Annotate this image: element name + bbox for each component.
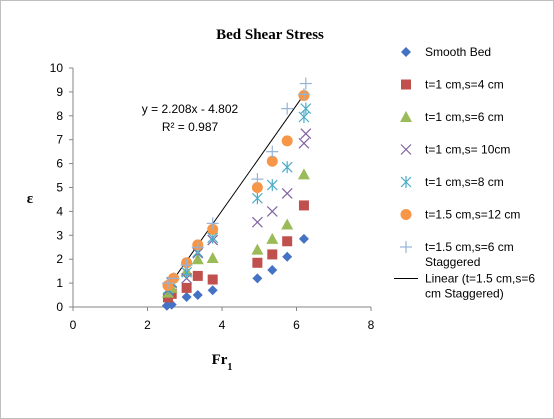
y-tick-label: 8 <box>56 109 63 123</box>
x-tick-label: 6 <box>293 318 300 332</box>
data-point-2-3 <box>191 253 204 265</box>
y-tick-label: 3 <box>56 228 63 242</box>
data-point-0-3 <box>192 290 203 301</box>
data-point-2-6 <box>266 232 279 244</box>
legend-marker-4 <box>400 176 412 188</box>
legend-label-trendline: Linear (t=1.5 cm,s=6 cm Staggered) <box>425 272 535 301</box>
trendline <box>167 91 307 288</box>
trendline-r-squared: R² = 0.987 <box>162 120 219 134</box>
legend-label-0: Smooth Bed <box>425 45 491 59</box>
y-tick-label: 2 <box>56 252 63 266</box>
data-point-6-0 <box>161 277 174 290</box>
y-tick-label: 6 <box>56 157 63 171</box>
legend-marker-2 <box>400 111 412 122</box>
data-point-2-5 <box>251 243 264 255</box>
data-point-4-8 <box>298 110 310 123</box>
y-tick-label: 7 <box>56 133 63 147</box>
x-axis-title-subscript: 1 <box>227 362 232 373</box>
legend-marker-6 <box>400 241 412 253</box>
data-point-6-5 <box>251 173 264 186</box>
legend-label-2: t=1 cm,s=6 cm <box>425 110 504 124</box>
data-point-4-9 <box>300 102 312 115</box>
legend-label-6: t=1.5 cm,s=6 cm Staggered <box>425 240 514 269</box>
data-point-0-5 <box>252 273 263 284</box>
legend: Smooth Bed t=1 cm,s=4 cm t=1 cm,s=6 cm t=1 … <box>394 45 535 301</box>
data-point-6-2 <box>180 259 193 272</box>
legend-label-3: t=1 cm,s= 10cm <box>425 143 510 157</box>
data-point-0-4 <box>207 285 218 296</box>
data-point-1-3 <box>192 270 203 281</box>
data-point-1-4 <box>207 274 218 285</box>
data-point-5-5 <box>251 182 263 193</box>
data-point-5-6 <box>266 155 278 167</box>
data-point-0-7 <box>282 251 293 262</box>
y-tick-label: 9 <box>56 85 63 99</box>
y-axis-title: ε <box>27 191 34 207</box>
data-point-3-6 <box>266 205 278 217</box>
data-point-1-5 <box>252 257 263 268</box>
data-marks <box>161 77 312 311</box>
y-tick-label: 10 <box>50 61 64 75</box>
x-tick-label: 2 <box>144 318 151 332</box>
data-point-2-4 <box>206 252 219 264</box>
data-point-5-7 <box>281 135 293 147</box>
data-point-3-5 <box>251 216 263 228</box>
data-point-6-8 <box>297 88 310 101</box>
data-point-3-9 <box>300 128 312 140</box>
data-point-3-8 <box>298 137 310 149</box>
y-tick-label: 1 <box>56 276 63 290</box>
data-point-6-9 <box>299 77 312 90</box>
data-point-4-7 <box>281 161 293 174</box>
trendline-equation: y = 2.208x - 4.802 <box>142 102 239 116</box>
data-point-1-6 <box>267 249 278 260</box>
legend-label-1: t=1 cm,s=4 cm <box>425 78 504 92</box>
data-point-1-7 <box>282 236 293 247</box>
data-point-0-8 <box>298 233 309 244</box>
data-point-2-8 <box>297 168 310 180</box>
legend-marker-0 <box>401 47 411 57</box>
data-point-4-6 <box>266 179 278 192</box>
data-point-6-3 <box>191 241 204 254</box>
data-point-3-7 <box>281 188 293 199</box>
data-point-6-6 <box>266 145 279 158</box>
legend-label-5: t=1.5 cm,s=12 cm <box>425 208 520 222</box>
data-point-0-2 <box>181 291 192 302</box>
legend-label-4: t=1 cm,s=8 cm <box>425 175 504 189</box>
y-tick-label: 5 <box>56 181 63 195</box>
x-tick-label: 4 <box>219 318 226 332</box>
x-axis-title-main: Fr <box>212 352 228 368</box>
data-point-6-7 <box>281 102 294 115</box>
y-tick-label: 0 <box>56 300 63 314</box>
data-point-1-2 <box>181 282 192 293</box>
chart-title: Bed Shear Stress <box>216 27 324 43</box>
data-point-6-4 <box>206 217 219 230</box>
axes: 0 1 2 3 4 5 6 7 8 9 10 0 2 4 6 8 <box>50 61 375 332</box>
data-point-1-8 <box>298 200 309 211</box>
legend-marker-3 <box>400 144 412 155</box>
y-tick-label: 4 <box>56 204 63 218</box>
legend-marker-1 <box>401 79 411 90</box>
data-point-0-6 <box>267 264 278 275</box>
x-axis-title: Fr1 <box>212 352 233 373</box>
data-point-6-1 <box>167 272 180 285</box>
trendline-group <box>167 91 307 288</box>
x-tick-label: 8 <box>368 318 375 332</box>
data-point-4-5 <box>251 192 263 205</box>
data-point-2-7 <box>281 218 294 230</box>
x-tick-label: 0 <box>70 318 77 332</box>
legend-marker-5 <box>400 209 412 220</box>
